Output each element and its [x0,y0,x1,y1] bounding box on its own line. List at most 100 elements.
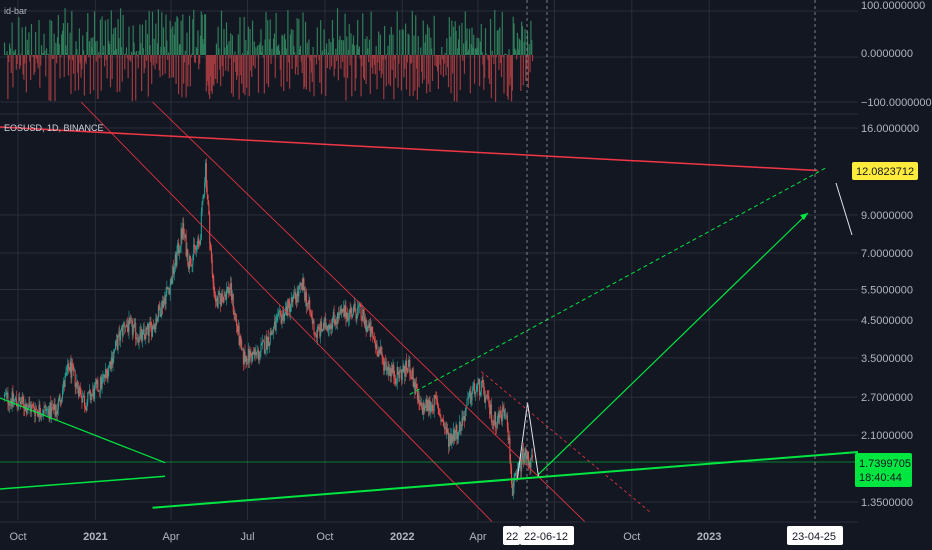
indicator-bar [182,14,184,56]
candle [83,390,85,413]
path-projection-white[interactable] [516,402,539,479]
projection-arrow-green[interactable] [538,212,809,475]
candle [294,288,296,305]
candle [428,396,430,416]
indicator-bar [235,55,237,72]
indicator-bar [476,37,478,55]
chart-title[interactable]: EOSUSD, 1D, BINANCE [4,123,104,133]
x-tick-label: Oct [316,531,333,543]
candle [72,358,74,371]
indicator-bar [98,52,100,55]
indicator-bar [368,39,371,55]
price-axis[interactable]: 100.0000000 0.0000000 −100.0000000 16.00… [852,0,932,520]
indicator-bar [488,55,490,79]
indicator-pane[interactable] [3,8,534,102]
indicator-bar [302,12,304,55]
candle [190,258,192,267]
candle [410,368,412,380]
channel-line-lower[interactable] [80,101,504,534]
indicator-bar [164,55,166,74]
candle [198,234,200,250]
projection-line-green-dashed[interactable] [409,167,827,395]
candle [125,319,127,328]
indicator-bar [267,20,269,55]
x-tick-label: 2021 [83,531,107,543]
x-tick-labels: Oct2021AprJulOct2022AprJulOct2023 [9,531,721,543]
candle [86,398,88,412]
indicator-bar [228,41,230,55]
indicator-bar [405,23,407,55]
candle [123,320,125,328]
indicator-bar [251,55,253,78]
candle [219,286,221,305]
candles[interactable] [4,158,534,500]
indicator-bar [246,55,248,88]
indicator-bar [417,36,419,55]
candle [284,301,286,316]
indicator-name[interactable]: id-bar [4,6,27,16]
candle [142,323,144,335]
candle [274,315,276,332]
indicator-bar [498,55,500,70]
channel-line-upper[interactable] [152,101,597,534]
indicator-bar [93,55,95,91]
indicator-bar [521,26,524,55]
support-line-green[interactable] [152,451,859,509]
time-axis[interactable]: Oct2021AprJulOct2022AprJulOct2023 22 22-… [0,521,858,550]
candle [426,394,428,412]
indicator-bar [13,50,15,55]
path-white-right[interactable] [835,182,853,236]
candle [385,357,387,376]
indicator-bar [258,44,260,55]
candle [77,379,79,394]
candle [288,298,290,309]
indicator-bar [403,55,405,78]
candle [338,312,340,321]
trendline-upper-red[interactable] [0,126,818,172]
indicator-bar [443,55,445,64]
indicator-bar [106,55,108,79]
candle [197,236,199,250]
projection-line-red-dashed[interactable] [481,371,653,514]
indicator-bar [160,46,162,55]
indicator-bar [340,55,342,69]
indicator-bar [130,55,132,62]
candle [328,324,330,337]
candle [449,427,451,446]
y-tick-label: 2.1000000 [861,430,913,442]
candle [236,323,238,336]
candle [185,229,187,258]
trendline-green-horizontal[interactable] [0,475,166,490]
indicator-bar [38,20,40,56]
indicator-bar [217,26,219,55]
candle [287,297,289,319]
indicator-bar [291,55,293,70]
drawings[interactable] [0,101,859,534]
candle [164,295,166,311]
indicator-bar [162,55,164,76]
candle [406,368,408,374]
trendline-green-descending[interactable] [0,397,166,464]
indicator-bar [101,16,103,55]
indicator-bar [214,55,216,65]
indicator-bar [237,34,239,55]
indicator-bar [402,29,404,55]
candle [345,300,347,327]
indicator-bar [412,55,414,96]
candle [263,335,265,355]
indicator-bar [148,10,150,55]
indicator-bar [68,55,70,60]
indicator-bar [80,55,82,78]
candle [114,348,116,353]
indicator-bar [72,55,74,61]
indicator-bar [386,53,388,55]
candle [432,398,434,415]
candle [159,302,161,318]
candle [131,318,133,341]
indicator-bar [387,45,389,55]
indicator-bar [472,47,474,55]
indicator-bar [515,50,517,55]
candle [152,319,154,330]
candle [76,374,78,389]
